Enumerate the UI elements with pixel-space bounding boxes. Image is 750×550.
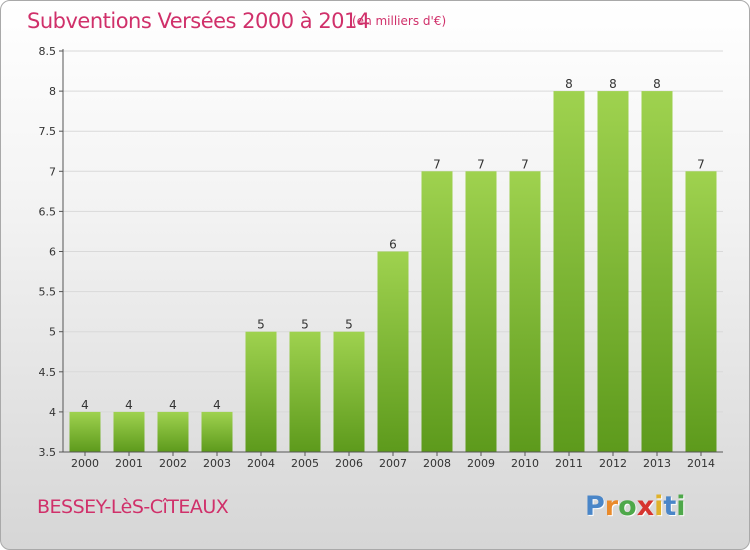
data-label: 5	[301, 318, 309, 332]
logo-letter: P	[585, 491, 605, 522]
x-tick-label: 2014	[687, 457, 715, 470]
data-label: 7	[477, 157, 485, 171]
y-tick-label: 7	[49, 165, 56, 178]
bar	[245, 331, 277, 452]
logo-letter: t	[663, 491, 677, 522]
data-label: 7	[521, 157, 529, 171]
data-label: 4	[169, 398, 177, 412]
data-label: 8	[653, 77, 661, 91]
logo-letter: o	[618, 491, 637, 522]
x-tick-label: 2012	[599, 457, 627, 470]
x-tick-label: 2002	[159, 457, 187, 470]
bar	[685, 171, 717, 453]
x-tick-label: 2011	[555, 457, 583, 470]
labels: 3.5 4 4.5 5 5.5 6 6.5 7 7.5 8 8.5 4 2000 4 2001 4 2002 4 2…	[39, 45, 716, 470]
logo-letter: i	[654, 491, 664, 522]
x-tick-label: 2001	[115, 457, 143, 470]
y-tick-label: 7.5	[39, 125, 57, 138]
bar	[333, 331, 365, 452]
bar	[113, 411, 145, 452]
data-label: 4	[213, 398, 221, 412]
x-tick-label: 2013	[643, 457, 671, 470]
data-label: 7	[433, 157, 441, 171]
bar	[69, 411, 101, 452]
bar	[553, 91, 585, 452]
unit-note: (en milliers d'€)	[352, 14, 447, 28]
y-tick-label: 4	[49, 406, 56, 419]
x-tick-label: 2006	[335, 457, 363, 470]
logo-letter: x	[636, 491, 655, 522]
data-label: 6	[389, 238, 397, 252]
logo-letter: r	[604, 491, 619, 522]
y-tick-label: 6	[49, 246, 56, 259]
commune-name: BESSEY-LèS-CîTEAUX	[37, 496, 229, 518]
x-tick-label: 2003	[203, 457, 231, 470]
bar	[157, 411, 189, 452]
y-tick-label: 5	[49, 326, 56, 339]
bar	[201, 411, 233, 452]
data-label: 8	[565, 77, 573, 91]
data-label: 5	[257, 318, 265, 332]
bar	[597, 91, 629, 452]
x-tick-label: 2005	[291, 457, 319, 470]
y-tick-label: 5.5	[39, 286, 57, 299]
bar	[465, 171, 497, 453]
bars	[69, 91, 717, 453]
y-tick-label: 8.5	[39, 45, 57, 58]
y-tick-label: 8	[49, 85, 56, 98]
logo-letter: i	[676, 491, 686, 522]
data-label: 4	[125, 398, 133, 412]
chart-title: Subventions Versées 2000 à 2014	[27, 9, 370, 33]
data-label: 8	[609, 77, 617, 91]
x-tick-label: 2004	[247, 457, 275, 470]
bar	[377, 251, 409, 452]
y-tick-label: 3.5	[39, 446, 57, 459]
data-label: 4	[81, 398, 89, 412]
y-tick-label: 4.5	[39, 366, 57, 379]
bar	[421, 171, 453, 453]
x-tick-label: 2000	[71, 457, 99, 470]
data-label: 7	[697, 157, 705, 171]
proxiti-logo: Proxiti	[585, 491, 686, 522]
data-label: 5	[345, 318, 353, 332]
x-tick-label: 2007	[379, 457, 407, 470]
bar	[509, 171, 541, 453]
y-tick-label: 6.5	[39, 205, 57, 218]
x-tick-label: 2008	[423, 457, 451, 470]
bar	[641, 91, 673, 452]
x-tick-label: 2010	[511, 457, 539, 470]
bar	[289, 331, 321, 452]
axes	[59, 49, 723, 456]
x-tick-label: 2009	[467, 457, 495, 470]
